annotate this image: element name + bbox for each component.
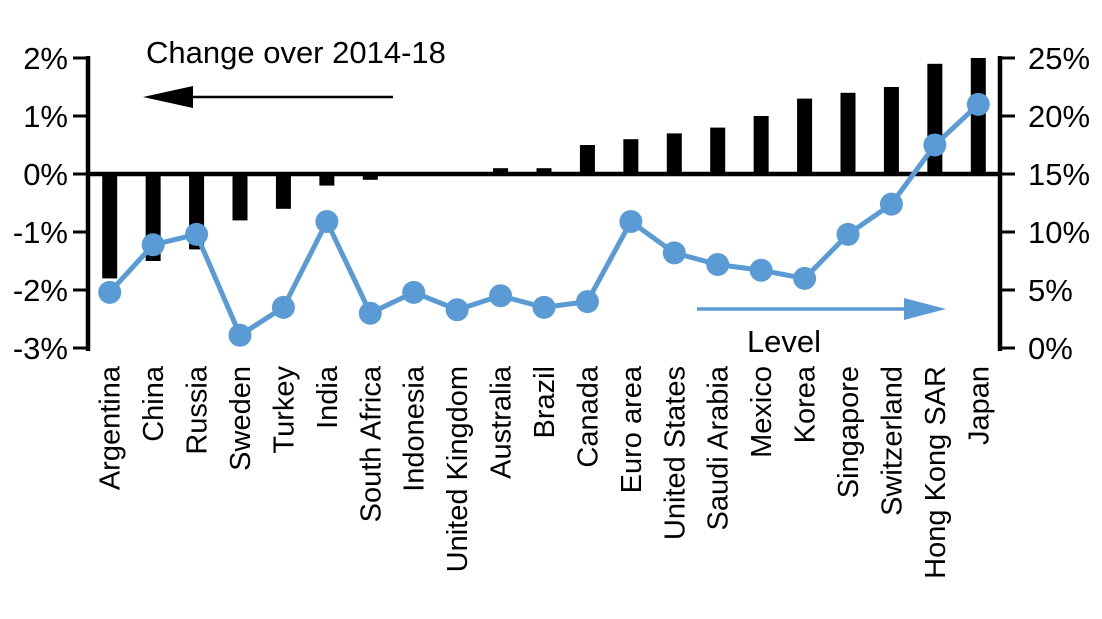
- category-label: China: [138, 365, 170, 442]
- bar: [883, 87, 899, 174]
- left-tick-label: -2%: [13, 273, 68, 308]
- bar: [102, 174, 118, 279]
- bar: [319, 174, 335, 186]
- line-marker: [836, 222, 860, 246]
- bar: [536, 168, 552, 174]
- line-marker: [879, 192, 903, 216]
- left-tick-label: -3%: [13, 331, 68, 366]
- line-marker: [706, 252, 730, 276]
- category-label: Japan: [963, 366, 995, 445]
- bar: [927, 63, 943, 174]
- line-marker: [749, 258, 773, 282]
- line-marker: [619, 210, 643, 234]
- bar: [275, 174, 291, 209]
- right-tick-label: 10%: [1028, 215, 1090, 250]
- line-marker: [402, 280, 426, 304]
- line-marker: [662, 241, 686, 265]
- right-tick-label: 5%: [1028, 273, 1073, 308]
- right-tick-label: 0%: [1028, 331, 1073, 366]
- bar: [840, 92, 856, 174]
- category-label: Russia: [182, 365, 214, 455]
- bar: [493, 168, 509, 174]
- right-tick-label: 20%: [1028, 99, 1090, 134]
- line-series: [98, 92, 990, 347]
- right-arrow-icon: [697, 298, 946, 320]
- bar: [753, 116, 769, 174]
- line-marker: [185, 222, 209, 246]
- bar-series: [102, 58, 986, 279]
- bar: [970, 58, 986, 174]
- left-tick-label: -1%: [13, 215, 68, 250]
- line-series-label: Level: [747, 324, 821, 359]
- left-tick-label: 2%: [23, 41, 68, 76]
- line-marker: [966, 92, 990, 116]
- bar: [710, 127, 726, 174]
- line-marker: [532, 295, 556, 319]
- category-label: Turkey: [268, 366, 300, 454]
- category-label: Brazil: [529, 366, 561, 439]
- category-label: Euro area: [616, 365, 648, 493]
- bar: [362, 174, 378, 180]
- line-marker: [489, 284, 513, 308]
- category-label: Argentina: [95, 365, 127, 490]
- right-axis-ticks: 25% 20% 15% 10% 5% 0%: [1000, 41, 1090, 366]
- right-tick-label: 25%: [1028, 41, 1090, 76]
- bar: [579, 145, 595, 174]
- bar: [232, 174, 248, 221]
- category-label: Mexico: [746, 366, 778, 458]
- line-marker: [98, 280, 122, 304]
- line-marker: [358, 301, 382, 325]
- category-label: Canada: [572, 365, 604, 467]
- left-arrow-icon: [143, 86, 393, 108]
- left-axis-ticks: 2% 1% 0% -1% -2% -3%: [13, 41, 88, 366]
- category-label: United States: [659, 366, 691, 540]
- category-label: Sweden: [225, 366, 257, 471]
- category-label: Hong Kong SAR: [920, 366, 952, 579]
- category-label: South Africa: [355, 365, 387, 522]
- line-marker: [315, 210, 339, 234]
- line-marker: [575, 290, 599, 314]
- category-label: United Kingdom: [442, 366, 474, 572]
- left-tick-label: 0%: [23, 157, 68, 192]
- bar: [623, 139, 639, 174]
- category-label: Saudi Arabia: [703, 365, 735, 530]
- bar-series-label: Change over 2014-18: [146, 35, 446, 70]
- line-marker: [141, 233, 165, 257]
- line-marker: [923, 133, 947, 157]
- line-marker: [445, 298, 469, 322]
- category-label: India: [312, 365, 344, 429]
- category-label: Australia: [486, 365, 518, 479]
- left-tick-label: 1%: [23, 99, 68, 134]
- line-marker: [228, 323, 252, 347]
- bar: [797, 98, 813, 174]
- category-labels: Argentina China Russia Sweden Turkey India Sou…: [95, 365, 996, 579]
- right-tick-label: 15%: [1028, 157, 1090, 192]
- line-marker: [271, 295, 295, 319]
- line-marker: [793, 266, 817, 290]
- category-label: Indonesia: [399, 365, 431, 492]
- category-label: Switzerland: [876, 366, 908, 516]
- bar: [666, 133, 682, 174]
- category-label: Singapore: [833, 366, 865, 498]
- category-label: Korea: [790, 365, 822, 443]
